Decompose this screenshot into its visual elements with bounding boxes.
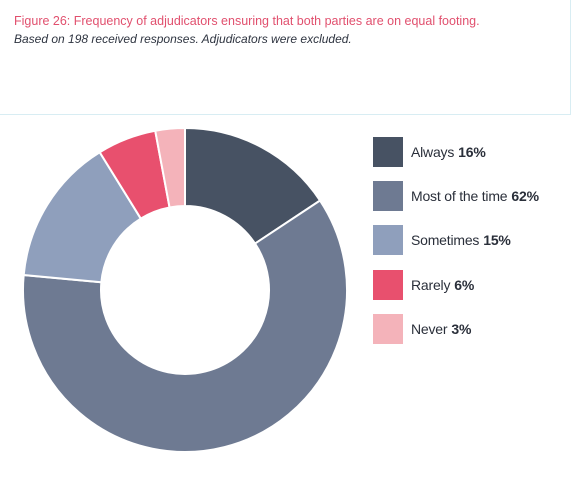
chart-legend: Always 16% Most of the time 62% Sometimes 15%… bbox=[373, 137, 539, 358]
legend-category: Always bbox=[411, 144, 455, 160]
legend-swatch bbox=[373, 181, 403, 212]
legend-label: Rarely 6% bbox=[411, 277, 474, 293]
legend-swatch bbox=[373, 225, 403, 256]
legend-category: Never bbox=[411, 320, 448, 337]
legend-label: Never 3% bbox=[411, 321, 471, 337]
figure-title: Figure 26: Frequency of adjudicators ens… bbox=[14, 14, 480, 28]
legend-label: Always 16% bbox=[411, 144, 486, 160]
slice-most-of-the-time bbox=[22, 199, 348, 453]
legend-percent: 3% bbox=[451, 320, 472, 337]
legend-item-rarely: Rarely 6% bbox=[373, 269, 539, 300]
legend-category: Most of the time bbox=[411, 188, 508, 205]
figure-subtitle: Based on 198 received responses. Adjudic… bbox=[14, 32, 352, 46]
legend-swatch bbox=[373, 313, 403, 344]
legend-category: Rarely bbox=[411, 276, 451, 293]
legend-item-sometimes: Sometimes 15% bbox=[373, 225, 539, 256]
legend-item-never: Never 3% bbox=[373, 313, 539, 344]
figure-header: Figure 26: Frequency of adjudicators ens… bbox=[0, 0, 571, 115]
legend-percent: 15% bbox=[483, 232, 511, 249]
legend-swatch bbox=[373, 137, 403, 167]
slice-always bbox=[184, 126, 322, 245]
legend-category: Sometimes bbox=[411, 232, 480, 249]
legend-item-always: Always 16% bbox=[373, 137, 539, 167]
legend-label: Sometimes 15% bbox=[411, 232, 511, 248]
legend-swatch bbox=[373, 269, 403, 300]
legend-percent: 6% bbox=[454, 276, 475, 293]
slice-never bbox=[154, 126, 186, 209]
legend-percent: 62% bbox=[511, 188, 539, 205]
legend-label: Most of the time 62% bbox=[411, 188, 539, 204]
legend-item-most-of-the-time: Most of the time 62% bbox=[373, 181, 539, 212]
legend-percent: 16% bbox=[458, 144, 486, 160]
